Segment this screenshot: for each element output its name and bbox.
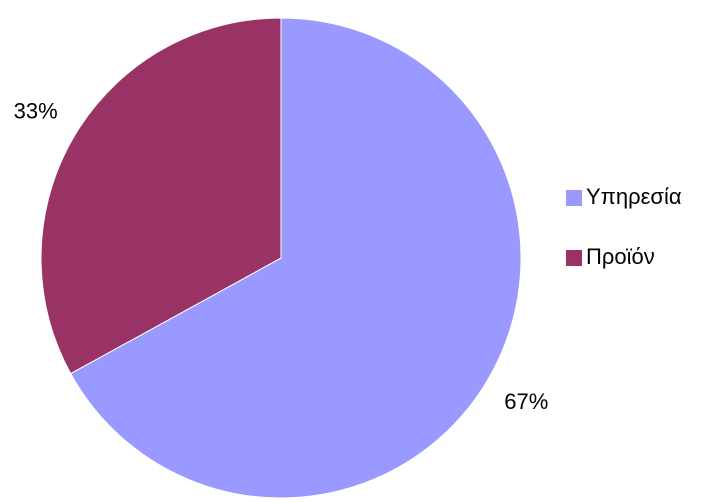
legend-swatch [566,190,582,206]
legend-label: Υπηρεσία [586,184,682,209]
legend-label: Προϊόν [586,244,655,269]
data-label: 33% [14,99,58,124]
legend-swatch [566,250,582,266]
data-label: 67% [504,389,548,414]
pie-slice [40,17,282,375]
pie-slice [70,17,522,499]
